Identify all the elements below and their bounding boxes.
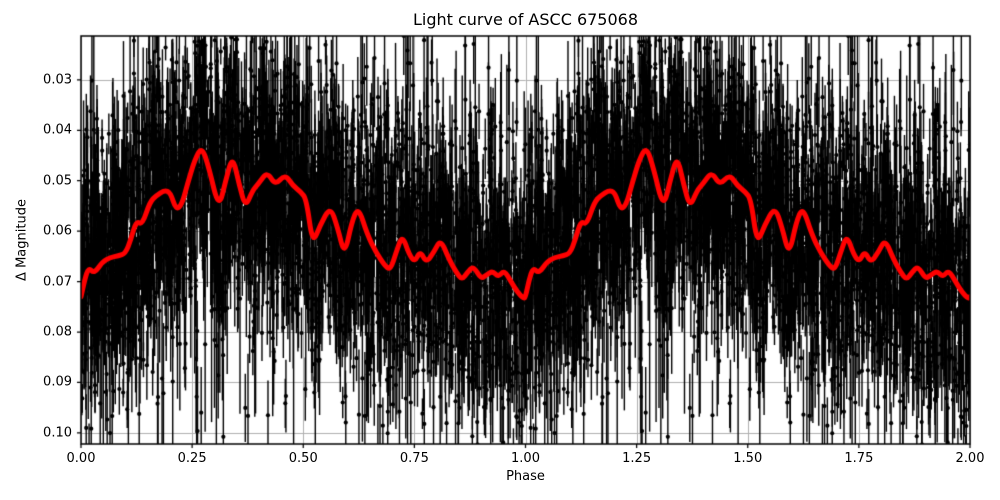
y-tick-label: 0.03 xyxy=(43,72,72,88)
y-tick-label: 0.10 xyxy=(43,425,72,441)
x-axis-label: Phase xyxy=(506,469,545,484)
x-tick-label: 1.75 xyxy=(844,451,874,466)
y-tick-label: 0.09 xyxy=(43,374,72,390)
x-tick-label: 1.25 xyxy=(622,451,652,466)
chart-title: Light curve of ASCC 675068 xyxy=(412,10,639,29)
x-tick-label: 1.00 xyxy=(511,451,540,466)
y-tick-label: 0.05 xyxy=(43,173,72,189)
x-tick-label: 1.50 xyxy=(733,451,763,466)
x-tick-label: 0.25 xyxy=(177,451,207,466)
y-axis-label: Δ Magnitude xyxy=(14,199,30,281)
x-tick-label: 0.50 xyxy=(288,451,318,466)
x-tick-label: 0.75 xyxy=(399,451,429,466)
y-tick-label: 0.06 xyxy=(43,223,72,239)
y-tick-label: 0.07 xyxy=(43,274,72,290)
x-tick-label: 2.00 xyxy=(955,451,985,466)
y-tick-label: 0.04 xyxy=(43,122,72,138)
y-tick-label: 0.08 xyxy=(43,324,72,340)
x-tick-label: 0.00 xyxy=(66,451,96,466)
